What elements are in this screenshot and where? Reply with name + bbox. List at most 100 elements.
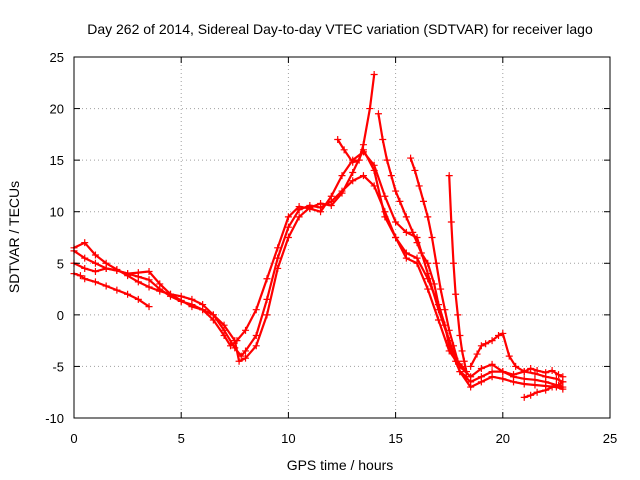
data-point — [424, 259, 432, 267]
data-point — [134, 269, 142, 277]
data-point — [434, 301, 442, 309]
y-tick-label: 5 — [57, 256, 64, 271]
data-point — [392, 234, 400, 241]
data-point — [381, 192, 389, 200]
data-point — [462, 368, 470, 376]
y-tick-label: -5 — [52, 359, 64, 374]
data-point — [156, 287, 164, 295]
data-point — [220, 321, 228, 329]
data-point — [145, 276, 153, 284]
data-point — [383, 156, 391, 164]
data-point — [413, 259, 421, 267]
data-point — [338, 189, 346, 197]
x-tick-label: 15 — [388, 431, 402, 446]
y-axis-label: SDTVAR / TECUs — [6, 181, 22, 293]
data-point — [359, 141, 367, 149]
data-point — [473, 350, 481, 358]
data-point — [417, 249, 425, 257]
data-point — [81, 254, 89, 262]
data-point — [413, 239, 421, 247]
data-point — [402, 254, 410, 262]
data-point — [392, 218, 400, 226]
data-point — [381, 213, 389, 221]
data-point — [284, 234, 292, 241]
data-point — [533, 388, 541, 396]
series-line — [377, 112, 468, 378]
data-point — [252, 331, 260, 339]
data-point — [555, 381, 563, 389]
data-point — [102, 264, 110, 272]
data-point — [542, 386, 550, 394]
series-s5 — [334, 71, 378, 166]
data-point — [424, 285, 432, 293]
data-point — [242, 326, 250, 334]
chart-title: Day 262 of 2014, Sidereal Day-to-day VTE… — [87, 21, 593, 37]
series-s10 — [520, 378, 567, 401]
data-point — [274, 244, 282, 252]
data-point — [467, 362, 475, 370]
data-point — [374, 110, 382, 118]
data-point — [166, 290, 174, 298]
y-tick-label: 10 — [50, 205, 64, 220]
data-point — [231, 337, 239, 345]
data-point — [113, 286, 121, 294]
data-point — [317, 199, 325, 207]
data-point — [488, 337, 496, 345]
data-point — [520, 368, 528, 376]
x-tick-label: 0 — [70, 431, 77, 446]
data-point — [124, 270, 132, 278]
y-tick-label: 0 — [57, 308, 64, 323]
data-point — [91, 278, 99, 286]
plot-frame — [73, 56, 611, 419]
data-point — [542, 369, 550, 377]
data-point — [359, 172, 367, 180]
series-s1 — [70, 148, 567, 386]
data-point — [349, 169, 357, 177]
data-point — [467, 383, 475, 391]
data-point — [91, 251, 99, 259]
data-point — [454, 357, 462, 365]
data-point — [102, 282, 110, 290]
axis-ticks: 0 5 10 15 20 25 -10 -5 0 5 10 15 20 25 — [45, 50, 617, 446]
data-point — [488, 360, 496, 368]
data-point — [199, 306, 207, 314]
series-line — [409, 157, 468, 373]
data-point — [445, 326, 453, 334]
series-s8 — [445, 172, 470, 376]
data-point — [91, 268, 99, 276]
data-point — [145, 268, 153, 276]
data-point — [295, 206, 303, 214]
data-point — [327, 202, 335, 210]
data-point — [145, 283, 153, 291]
data-point — [81, 275, 89, 283]
data-point — [512, 362, 520, 370]
data-point — [242, 354, 250, 362]
data-point — [437, 285, 445, 293]
data-point — [430, 280, 438, 288]
series-layer — [70, 71, 567, 401]
data-point — [456, 368, 464, 376]
data-point — [263, 275, 271, 283]
data-point — [424, 275, 432, 283]
data-point — [188, 295, 196, 303]
data-point — [76, 272, 84, 280]
data-point — [445, 172, 453, 180]
data-point — [91, 259, 99, 267]
data-point — [284, 213, 292, 221]
data-point — [411, 166, 419, 174]
series-line — [72, 148, 564, 389]
data-point — [510, 373, 518, 381]
data-point — [134, 278, 142, 286]
data-point — [477, 342, 485, 350]
data-point — [458, 347, 466, 355]
data-point — [387, 172, 395, 180]
x-tick-label: 25 — [603, 431, 617, 446]
data-point — [477, 364, 485, 372]
data-point — [235, 357, 243, 365]
x-tick-label: 5 — [178, 431, 185, 446]
data-point — [454, 311, 462, 319]
data-point — [434, 316, 442, 324]
data-point — [402, 228, 410, 236]
data-point — [548, 383, 556, 391]
